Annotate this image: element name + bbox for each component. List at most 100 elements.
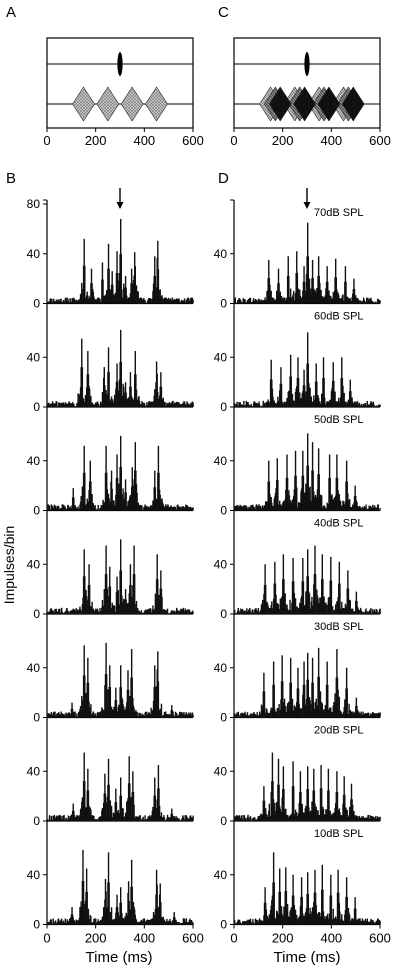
histogram-bin	[95, 509, 98, 511]
histogram-bin	[121, 289, 123, 304]
histogram-bin	[356, 920, 358, 925]
histogram-bin	[132, 478, 134, 511]
histogram-bin	[336, 791, 339, 821]
histogram-bin	[95, 713, 97, 718]
histogram-bin	[290, 376, 292, 407]
histogram-bin	[138, 611, 141, 614]
histogram-bin	[253, 712, 255, 718]
histogram-bin	[144, 815, 146, 821]
histogram-bin	[283, 789, 285, 821]
histogram-bin	[327, 281, 329, 304]
histogram-bin	[278, 704, 280, 718]
histogram-bin	[112, 284, 114, 304]
x-tick-label: 0	[43, 133, 50, 148]
y-tick-label: 0	[33, 918, 40, 932]
histogram-bin	[374, 713, 376, 718]
histogram-bin	[152, 605, 154, 614]
histogram-bin	[377, 918, 379, 925]
histogram-bin	[129, 696, 131, 718]
histogram-bin	[365, 608, 367, 614]
histogram-bin	[117, 590, 119, 614]
y-tick-label: 0	[220, 711, 227, 725]
histogram-bin	[138, 921, 140, 925]
x-tick-label: 400	[133, 931, 155, 946]
histogram-bin	[257, 816, 260, 821]
histogram-bin	[257, 608, 260, 614]
histogram-bin	[174, 506, 177, 511]
masker-burst	[120, 86, 144, 122]
histogram-bin	[375, 815, 377, 821]
histogram-bin	[312, 470, 314, 511]
histogram-bin	[372, 920, 375, 925]
histogram-bin	[54, 609, 56, 614]
masker-burst	[96, 86, 120, 122]
histogram-bin	[181, 506, 183, 511]
x-tick-label: 600	[182, 133, 204, 148]
histogram-bin	[148, 608, 150, 614]
histogram-bin	[361, 506, 364, 511]
histogram-bin	[102, 279, 104, 304]
histogram-bin	[120, 466, 123, 511]
histogram-bin	[241, 815, 243, 821]
histogram-bin	[122, 488, 124, 511]
histogram-bin	[170, 922, 172, 925]
histogram-bin	[254, 508, 256, 511]
histogram-bin	[84, 675, 86, 718]
histogram-bin	[108, 372, 110, 407]
x-tick-label: 400	[133, 133, 155, 148]
histogram-bin	[333, 380, 335, 407]
histogram-bin	[367, 814, 370, 821]
histogram-bin	[50, 608, 53, 614]
histogram-bin	[313, 288, 315, 304]
histogram-bin	[341, 914, 343, 925]
histogram-bin	[327, 684, 329, 718]
histogram-bin	[249, 607, 251, 614]
histogram-bin	[320, 788, 323, 821]
histogram-bin	[365, 504, 367, 511]
histogram-bin	[176, 817, 178, 821]
histogram-bin	[353, 711, 355, 718]
histogram-bin	[247, 404, 250, 407]
histogram-bin	[53, 298, 55, 304]
arrow-head	[303, 202, 311, 209]
histogram-bin	[375, 405, 377, 407]
histogram-bin	[341, 714, 343, 718]
histogram-bin	[240, 923, 242, 925]
histogram-bin	[57, 402, 60, 407]
histogram-bin	[286, 477, 289, 511]
histogram-bin	[141, 401, 143, 407]
y-tick-label: 40	[214, 868, 228, 882]
histogram-bin	[258, 815, 261, 821]
x-tick-label: 200	[85, 133, 107, 148]
probe-burst	[304, 52, 310, 76]
histogram-bin	[182, 300, 184, 304]
histogram-bin	[144, 299, 146, 304]
masker-burst	[317, 86, 341, 122]
histogram-bin	[254, 714, 257, 718]
histogram-bin	[360, 508, 362, 511]
histogram-bin	[273, 882, 275, 925]
y-tick-label: 40	[27, 868, 41, 882]
histogram-bin	[249, 918, 252, 925]
histogram-bin	[283, 579, 285, 614]
histogram-bin	[168, 297, 170, 304]
histogram-bin	[308, 593, 311, 614]
histogram-bin	[246, 608, 248, 614]
histogram-bin	[122, 808, 124, 821]
histogram-bin	[137, 816, 140, 821]
histogram-bin	[77, 393, 79, 407]
histogram-bin	[175, 712, 178, 718]
histogram-bin	[301, 896, 303, 925]
y-tick-label: 40	[214, 557, 228, 571]
histogram-bin	[137, 608, 139, 614]
y-tick-label: 40	[27, 764, 41, 778]
histogram-bin	[283, 500, 285, 511]
histogram-bin	[244, 921, 247, 925]
masker-burst	[145, 86, 168, 122]
histogram-bin	[53, 815, 56, 821]
histogram-bin	[238, 815, 241, 821]
histogram-bin	[244, 505, 246, 511]
histogram-bin	[294, 706, 296, 718]
histogram-bin	[300, 708, 303, 718]
histogram-bin	[90, 704, 92, 718]
